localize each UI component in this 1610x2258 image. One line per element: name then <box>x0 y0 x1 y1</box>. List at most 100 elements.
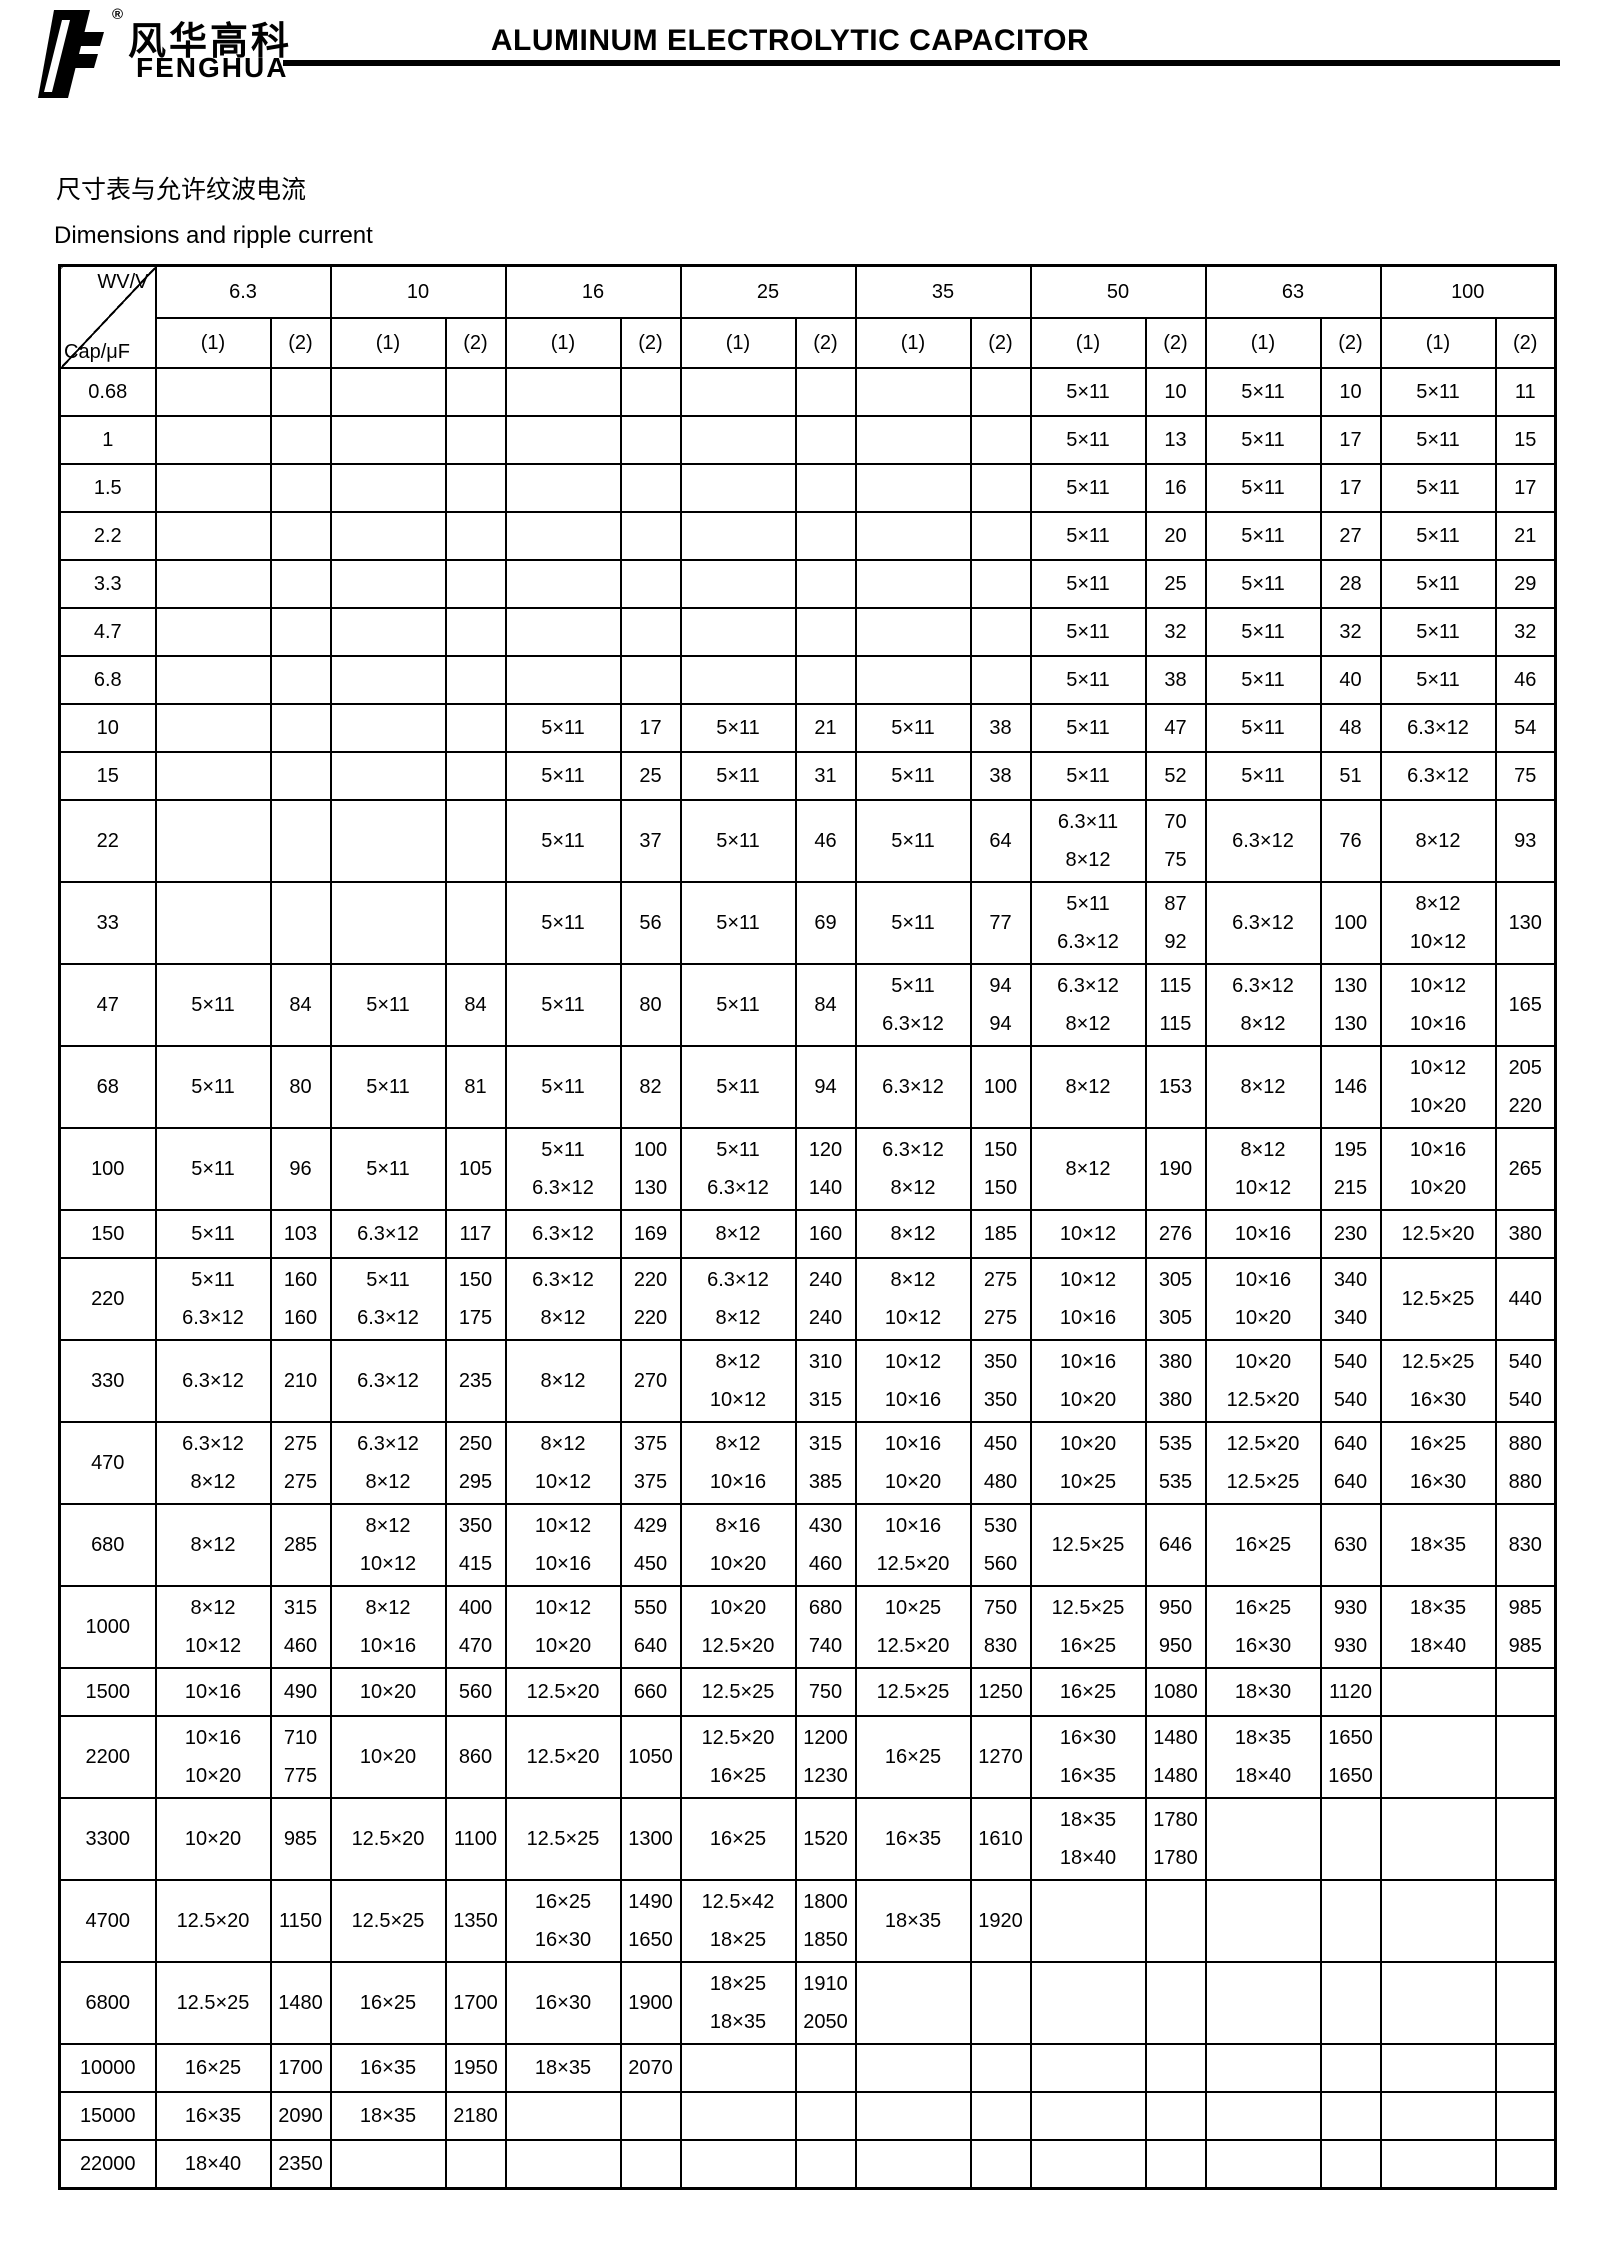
dimension-cell: 16×25 <box>329 1961 447 2045</box>
dimension-cell <box>329 2139 447 2190</box>
dimension-cell: 5×11 <box>154 963 272 1047</box>
ripple-current-cell: 146 <box>1319 1045 1382 1129</box>
dimension-cell: 12.5×20 12.5×25 <box>1204 1421 1322 1505</box>
dimension-cell <box>679 415 797 465</box>
brand-name-chinese: 风华高科 <box>128 21 293 63</box>
ripple-current-cell: 15 <box>1494 415 1557 465</box>
dimension-cell <box>329 703 447 753</box>
dimension-cell <box>504 367 622 417</box>
dimension-cell: 12.5×25 <box>854 1667 972 1717</box>
ripple-current-cell <box>794 607 857 657</box>
ripple-current-cell: 350 415 <box>444 1503 507 1587</box>
ripple-current-cell: 1480 1480 <box>1144 1715 1207 1799</box>
table-row: 2200 10×16 10×20 710 775 10×20 860 12.5×20 105… <box>58 1715 1557 1799</box>
ripple-current-cell: 400 470 <box>444 1585 507 1669</box>
dimension-cell <box>504 559 622 609</box>
ripple-current-cell: 25 <box>619 751 682 801</box>
dimension-cell: 10×20 <box>329 1667 447 1717</box>
table-row: 330 6.3×12 210 6.3×12 235 8×12 270 8×12 10×12 31… <box>58 1339 1557 1423</box>
dimension-cell <box>1379 1667 1497 1717</box>
dimension-cell: 5×11 <box>679 703 797 753</box>
dimension-cell: 5×11 <box>854 799 972 883</box>
ripple-current-cell: 2090 <box>269 2091 332 2141</box>
ripple-current-cell: 40 <box>1319 655 1382 705</box>
dimension-cell: 5×11 <box>1029 367 1147 417</box>
dimension-cell: 5×11 <box>1029 703 1147 753</box>
ripple-current-cell <box>1319 1961 1382 2045</box>
dimension-cell <box>329 415 447 465</box>
title-divider <box>283 60 1560 66</box>
ripple-current-cell: 87 92 <box>1144 881 1207 965</box>
dimension-cell <box>1029 2139 1147 2190</box>
dimension-cell: 10×16 10×20 <box>1379 1127 1497 1211</box>
dimension-cell: 6.3×12 <box>504 1209 622 1259</box>
ripple-current-cell: 2350 <box>269 2139 332 2190</box>
ripple-current-cell: 230 <box>1319 1209 1382 1259</box>
ripple-current-cell: 46 <box>794 799 857 883</box>
dimension-cell <box>154 881 272 965</box>
subcolumn-header: (1) <box>1204 317 1322 369</box>
dimension-cell: 5×11 <box>854 751 972 801</box>
voltage-header: 6.3 <box>154 264 332 319</box>
ripple-current-cell: 84 <box>794 963 857 1047</box>
ripple-current-cell: 117 <box>444 1209 507 1259</box>
dimension-cell: 8×12 <box>679 1209 797 1259</box>
dimension-cell: 10×20 <box>154 1797 272 1881</box>
dimension-cell <box>154 463 272 513</box>
dimension-cell: 16×25 <box>679 1797 797 1881</box>
ripple-current-cell <box>969 511 1032 561</box>
ripple-current-cell: 560 <box>444 1667 507 1717</box>
subcolumn-header: (2) <box>794 317 857 369</box>
dimension-cell <box>329 655 447 705</box>
capacitance-cell: 1500 <box>58 1667 157 1717</box>
ripple-current-cell: 235 <box>444 1339 507 1423</box>
dimension-cell: 10×16 12.5×20 <box>854 1503 972 1587</box>
corner-header-cell: WV/V Cap/μF <box>58 264 157 369</box>
ripple-current-cell: 20 <box>1144 511 1207 561</box>
dimension-cell <box>854 367 972 417</box>
ripple-current-cell: 1950 <box>444 2043 507 2093</box>
ripple-current-cell <box>619 415 682 465</box>
table-row: 10 5×11 17 5×11 21 5×11 38 5×11 47 5×11 48 6.3×12 54 <box>58 703 1557 753</box>
capacitance-cell: 4700 <box>58 1879 157 1963</box>
dimension-cell: 18×35 <box>1379 1503 1497 1587</box>
dimension-cell: 10×20 10×25 <box>1029 1421 1147 1505</box>
voltage-header: 100 <box>1379 264 1557 319</box>
ripple-current-cell: 2180 <box>444 2091 507 2141</box>
dimension-cell: 8×12 <box>1204 1045 1322 1129</box>
dimension-cell <box>504 655 622 705</box>
subcolumn-header: (2) <box>1319 317 1382 369</box>
ripple-current-cell: 75 <box>1494 751 1557 801</box>
dimension-cell <box>854 463 972 513</box>
ripple-current-cell <box>444 655 507 705</box>
ripple-current-cell: 185 <box>969 1209 1032 1259</box>
ripple-current-cell: 240 240 <box>794 1257 857 1341</box>
ripple-current-cell <box>1494 1961 1557 2045</box>
ripple-current-cell: 1780 1780 <box>1144 1797 1207 1881</box>
dimension-cell <box>679 2139 797 2190</box>
dimension-cell <box>329 799 447 883</box>
ripple-current-cell: 275 275 <box>969 1257 1032 1341</box>
table-row: 0.68 5×11 10 5×11 10 5×11 11 <box>58 367 1557 417</box>
ripple-current-cell: 120 140 <box>794 1127 857 1211</box>
ripple-current-cell: 380 <box>1494 1209 1557 1259</box>
dimension-cell: 8×12 <box>1029 1045 1147 1129</box>
ripple-current-cell: 93 <box>1494 799 1557 883</box>
dimension-cell: 6.3×12 8×12 <box>504 1257 622 1341</box>
ripple-current-cell <box>444 511 507 561</box>
ripple-current-cell: 27 <box>1319 511 1382 561</box>
ripple-current-cell: 84 <box>269 963 332 1047</box>
ripple-current-cell <box>269 559 332 609</box>
dimension-cell: 12.5×25 16×25 <box>1029 1585 1147 1669</box>
dimension-cell: 12.5×20 <box>154 1879 272 1963</box>
dimension-cell: 5×11 <box>1379 415 1497 465</box>
dimension-cell: 5×11 <box>1029 415 1147 465</box>
dimension-cell <box>154 559 272 609</box>
dimension-cell: 5×11 <box>154 1127 272 1211</box>
dimension-cell <box>504 607 622 657</box>
dimension-cell: 8×12 10×12 <box>504 1421 622 1505</box>
ripple-current-cell <box>444 367 507 417</box>
dimension-cell: 5×11 <box>679 963 797 1047</box>
ripple-current-cell: 17 <box>1319 415 1382 465</box>
table-row: 6800 12.5×25 1480 16×25 1700 16×30 1900 18×25 1… <box>58 1961 1557 2045</box>
